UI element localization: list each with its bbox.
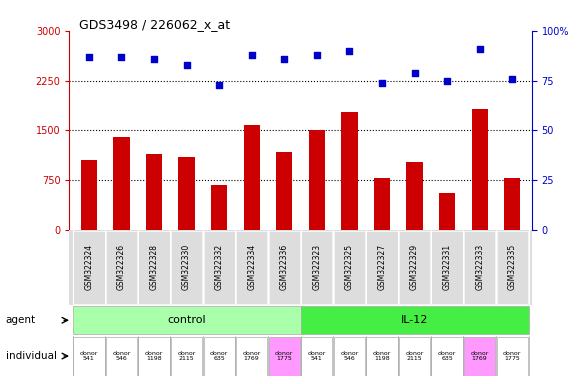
FancyBboxPatch shape xyxy=(236,337,268,376)
Point xyxy=(377,79,387,86)
Text: donor
635: donor 635 xyxy=(438,351,456,361)
Bar xyxy=(81,160,97,230)
Bar xyxy=(341,113,358,230)
FancyBboxPatch shape xyxy=(366,337,398,376)
Bar xyxy=(472,109,488,230)
Text: donor
1198: donor 1198 xyxy=(373,351,391,361)
Bar xyxy=(243,125,260,230)
FancyBboxPatch shape xyxy=(171,337,202,376)
Text: GSM322335: GSM322335 xyxy=(507,244,517,290)
Text: donor
1769: donor 1769 xyxy=(470,351,489,361)
Point xyxy=(507,76,517,82)
Point xyxy=(443,78,452,84)
Text: GSM322325: GSM322325 xyxy=(345,244,354,290)
Point xyxy=(280,56,289,62)
Text: GSM322331: GSM322331 xyxy=(443,244,451,290)
FancyBboxPatch shape xyxy=(73,306,301,334)
FancyBboxPatch shape xyxy=(497,337,528,376)
Text: donor
2115: donor 2115 xyxy=(177,351,196,361)
FancyBboxPatch shape xyxy=(106,231,137,304)
Bar xyxy=(211,185,227,230)
Text: IL-12: IL-12 xyxy=(401,315,428,325)
Bar xyxy=(504,178,520,230)
FancyBboxPatch shape xyxy=(269,337,300,376)
FancyBboxPatch shape xyxy=(431,231,463,304)
FancyBboxPatch shape xyxy=(301,337,332,376)
Point xyxy=(410,70,419,76)
Text: donor
541: donor 541 xyxy=(307,351,326,361)
Bar xyxy=(179,157,195,230)
Text: GSM322328: GSM322328 xyxy=(150,244,158,290)
Point xyxy=(475,46,484,52)
Text: GSM322324: GSM322324 xyxy=(84,244,94,290)
Text: donor
541: donor 541 xyxy=(80,351,98,361)
FancyBboxPatch shape xyxy=(203,231,235,304)
Text: donor
546: donor 546 xyxy=(112,351,131,361)
Text: GSM322323: GSM322323 xyxy=(312,244,321,290)
FancyBboxPatch shape xyxy=(138,231,170,304)
FancyBboxPatch shape xyxy=(366,231,398,304)
FancyBboxPatch shape xyxy=(73,231,105,304)
FancyBboxPatch shape xyxy=(399,231,430,304)
Text: GSM322326: GSM322326 xyxy=(117,244,126,290)
Point xyxy=(182,61,191,68)
Bar xyxy=(309,130,325,230)
FancyBboxPatch shape xyxy=(399,337,430,376)
FancyBboxPatch shape xyxy=(334,337,365,376)
Bar xyxy=(439,193,455,230)
FancyBboxPatch shape xyxy=(106,337,137,376)
Bar xyxy=(146,154,162,230)
FancyBboxPatch shape xyxy=(138,337,170,376)
FancyBboxPatch shape xyxy=(464,337,495,376)
Text: individual: individual xyxy=(6,351,57,361)
FancyBboxPatch shape xyxy=(464,231,495,304)
Point xyxy=(247,51,256,58)
Text: GSM322329: GSM322329 xyxy=(410,244,419,290)
FancyBboxPatch shape xyxy=(301,306,528,334)
Text: GSM322333: GSM322333 xyxy=(475,244,484,290)
Text: donor
1198: donor 1198 xyxy=(145,351,163,361)
Bar xyxy=(406,162,423,230)
Text: donor
635: donor 635 xyxy=(210,351,228,361)
Text: donor
1775: donor 1775 xyxy=(275,351,294,361)
FancyBboxPatch shape xyxy=(171,231,202,304)
FancyBboxPatch shape xyxy=(269,231,300,304)
FancyBboxPatch shape xyxy=(497,231,528,304)
FancyBboxPatch shape xyxy=(334,231,365,304)
Bar xyxy=(374,178,390,230)
Text: GSM322334: GSM322334 xyxy=(247,244,256,290)
Text: donor
1775: donor 1775 xyxy=(503,351,521,361)
Text: GSM322332: GSM322332 xyxy=(214,244,224,290)
Point xyxy=(84,53,94,60)
Text: donor
2115: donor 2115 xyxy=(405,351,424,361)
Point xyxy=(312,51,321,58)
Text: GSM322327: GSM322327 xyxy=(377,244,387,290)
FancyBboxPatch shape xyxy=(236,231,268,304)
Text: donor
1769: donor 1769 xyxy=(243,351,261,361)
Bar xyxy=(276,152,292,230)
Text: GDS3498 / 226062_x_at: GDS3498 / 226062_x_at xyxy=(79,18,229,31)
Text: control: control xyxy=(167,315,206,325)
Text: agent: agent xyxy=(6,315,36,325)
Text: GSM322336: GSM322336 xyxy=(280,244,289,290)
Bar xyxy=(113,137,129,230)
FancyBboxPatch shape xyxy=(301,231,332,304)
Point xyxy=(214,81,224,88)
FancyBboxPatch shape xyxy=(431,337,463,376)
Text: GSM322330: GSM322330 xyxy=(182,244,191,290)
Point xyxy=(117,53,126,60)
Point xyxy=(345,48,354,54)
Point xyxy=(149,56,158,62)
FancyBboxPatch shape xyxy=(203,337,235,376)
FancyBboxPatch shape xyxy=(73,337,105,376)
Text: donor
546: donor 546 xyxy=(340,351,358,361)
